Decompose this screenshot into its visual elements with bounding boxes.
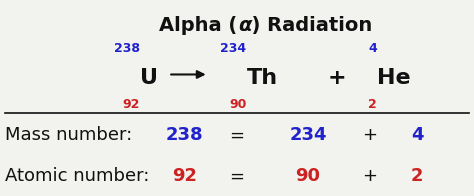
Text: 92: 92	[173, 167, 197, 185]
Text: 234: 234	[289, 126, 327, 144]
Text: 238: 238	[114, 42, 140, 55]
Text: =: =	[229, 126, 245, 144]
Text: 90: 90	[229, 98, 246, 111]
Text: +: +	[362, 126, 377, 144]
Text: Alpha (: Alpha (	[159, 16, 237, 35]
Text: U: U	[140, 68, 158, 88]
Text: Th: Th	[246, 68, 278, 88]
Text: Atomic number:: Atomic number:	[5, 167, 149, 185]
Text: Mass number:: Mass number:	[5, 126, 132, 144]
Text: 2: 2	[368, 98, 377, 111]
Text: 4: 4	[368, 42, 377, 55]
Text: 4: 4	[411, 126, 423, 144]
Text: 92: 92	[122, 98, 140, 111]
Text: +: +	[362, 167, 377, 185]
Text: 2: 2	[411, 167, 423, 185]
Text: ) Radiation: ) Radiation	[238, 16, 372, 35]
Text: α: α	[238, 16, 251, 35]
Text: +: +	[327, 68, 346, 88]
Text: 90: 90	[296, 167, 320, 185]
Text: He: He	[377, 68, 410, 88]
Text: 238: 238	[166, 126, 204, 144]
Text: 234: 234	[220, 42, 246, 55]
Text: =: =	[229, 167, 245, 185]
